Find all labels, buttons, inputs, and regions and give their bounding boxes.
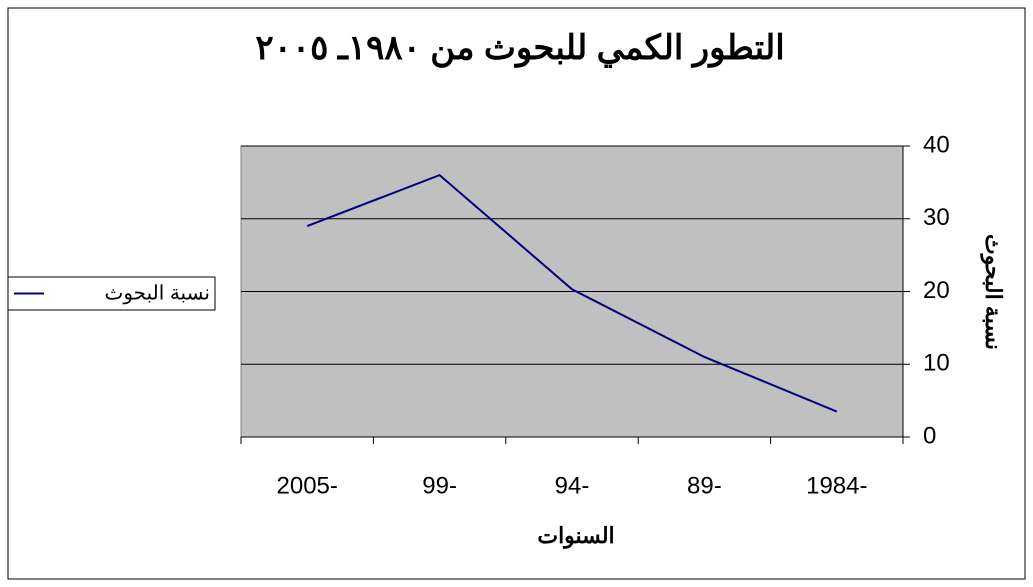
chart-title: التطور الكمي للبحوث من ١٩٨٠ـ ٢٠٠٥ xyxy=(255,29,784,68)
x-tick-label: 89- xyxy=(687,472,722,499)
x-tick-label: 1984- xyxy=(806,472,867,499)
data-line xyxy=(306,173,838,413)
y-tick-label: 10 xyxy=(923,350,950,377)
y-tick-label: 40 xyxy=(923,131,950,158)
x-axis-label: السنوات xyxy=(537,523,614,549)
y-tick-label: 20 xyxy=(923,277,950,304)
y-axis-label: نسبة البحوث xyxy=(980,234,1006,350)
x-tick-label: 99- xyxy=(422,472,457,499)
y-tick-label: 0 xyxy=(923,422,936,449)
x-tick-label: 94- xyxy=(555,472,590,499)
x-tick-label: 2005- xyxy=(277,472,338,499)
y-tick-label: 30 xyxy=(923,204,950,231)
legend: نسبة البحوث xyxy=(7,276,216,311)
legend-label: نسبة البحوث xyxy=(105,282,210,304)
